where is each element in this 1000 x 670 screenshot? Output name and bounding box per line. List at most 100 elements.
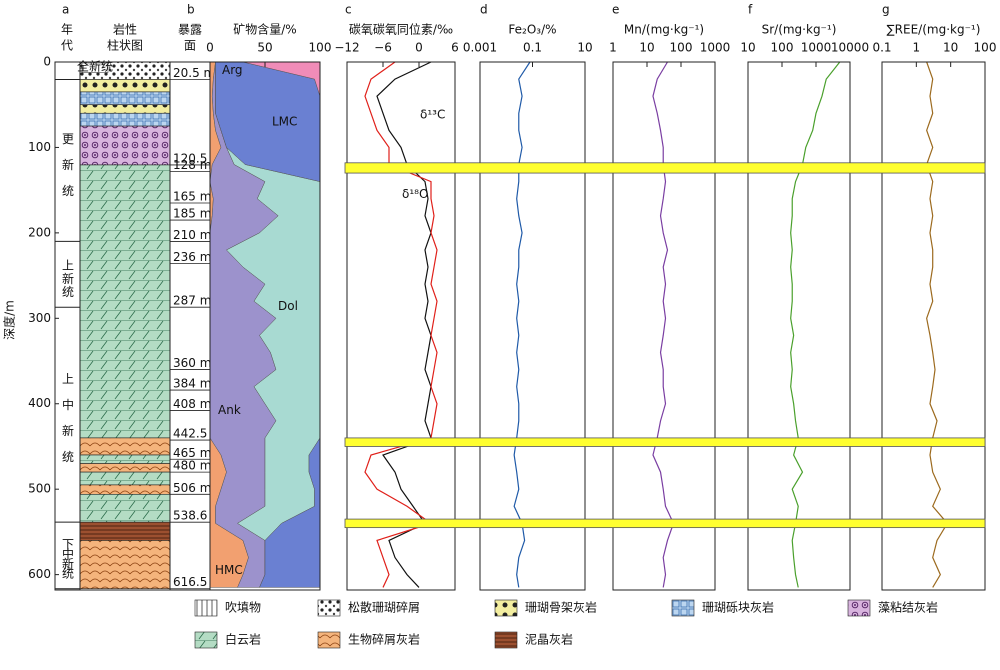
lithology-pattern [79, 91, 171, 106]
x-tick-label: 10 [943, 41, 958, 55]
panel-title: 矿物含量/% [233, 22, 296, 37]
lithology-pattern [79, 471, 171, 486]
x-tick-label: −12 [334, 41, 359, 55]
x-tick-label: 1000 [700, 41, 731, 55]
column-header: 柱状图 [107, 38, 143, 53]
panel-title: 碳氧碳氧同位素/‰ [349, 22, 453, 37]
x-tick-label: 10 [740, 41, 755, 55]
highlight-band [344, 162, 986, 174]
profile-line [790, 61, 841, 588]
legend-pattern [194, 631, 218, 649]
legend-label: 松散珊瑚碎屑 [348, 600, 420, 615]
x-tick-label: 0.1 [523, 41, 542, 55]
panel-letter: e [612, 3, 619, 17]
age-label: 上新统 [61, 259, 75, 299]
panel-frame [747, 61, 851, 591]
panel-title: Mn/(mg·kg⁻¹) [624, 23, 704, 37]
exposure-label: 20.5 m [173, 66, 215, 80]
panel-letter: c [345, 3, 352, 17]
panel-frame [881, 61, 986, 591]
mineral-label: HMC [215, 563, 243, 577]
lithology-pattern [79, 454, 171, 464]
depth-tick-label: 300 [28, 311, 51, 325]
x-tick-label: 1 [609, 41, 617, 55]
x-tick-label: 10000 [831, 41, 869, 55]
age-label: 更新统 [61, 132, 75, 210]
column-header: 暴露 [178, 23, 202, 37]
panel-letter: f [748, 3, 753, 17]
mineral-label: Dol [278, 299, 298, 313]
lithology-pattern [79, 463, 171, 473]
depth-tick-label: 100 [28, 140, 51, 154]
depth-tick-label: 0 [43, 55, 51, 69]
lithology-pattern [79, 540, 171, 590]
series-label: δ¹³C [420, 107, 445, 121]
x-tick-label: −6 [374, 41, 392, 55]
panel-frame [346, 61, 456, 591]
lithology-pattern [79, 125, 171, 166]
legend-label: 藻粘结灰岩 [878, 600, 938, 615]
panel-title: ∑REE/(mg·kg⁻¹) [887, 23, 981, 37]
lithology-pattern [79, 79, 171, 93]
panel-frame [209, 61, 321, 591]
x-tick-label: 50 [257, 41, 272, 55]
column-header: 岩性 [113, 22, 137, 37]
x-tick-label: 100 [309, 41, 332, 55]
exposure-label: 165 m [173, 189, 211, 203]
series-label: δ¹⁸O [402, 187, 428, 201]
legend-label: 吹填物 [225, 601, 261, 615]
panel-title: Sr/(mg·kg⁻¹) [762, 23, 837, 37]
x-tick-label: 0 [415, 41, 423, 55]
column-header: 年 [61, 23, 73, 37]
exposure-label: 480 m [173, 459, 211, 473]
legend-pattern [317, 599, 341, 617]
mineral-label: Ank [218, 403, 241, 417]
x-tick-label: 0.1 [872, 41, 891, 55]
exposure-label: 506 m [173, 481, 211, 495]
panel-frame [612, 61, 716, 591]
x-tick-label: 1000 [801, 41, 832, 55]
legend-label: 泥晶灰岩 [525, 632, 573, 647]
highlight-band [344, 518, 986, 529]
age-label: 下中新统 [61, 538, 75, 578]
x-tick-label: 10 [639, 41, 654, 55]
depth-tick-label: 600 [28, 567, 51, 581]
depth-tick-label: 500 [28, 482, 51, 496]
exposure-label: 210 m [173, 228, 211, 242]
profile-line [926, 61, 949, 588]
exposure-label: 408 m [173, 397, 211, 411]
panel-letter: a [62, 3, 69, 17]
lithology-pattern [79, 494, 171, 523]
panel-title: Fe₂O₃/% [508, 23, 556, 37]
profile-line [513, 61, 531, 588]
exposure-label: 465 m [173, 446, 211, 460]
depth-tick-label: 200 [28, 225, 51, 239]
panel-frame [479, 61, 586, 591]
legend-pattern [194, 599, 218, 617]
highlight-band [344, 437, 986, 447]
exposure-label: 360 m [173, 356, 211, 370]
x-tick-label: 0 [206, 41, 214, 55]
legend-label: 珊瑚骨架灰岩 [525, 600, 597, 615]
legend-label: 白云岩 [225, 632, 261, 647]
age-label: 全新统 [77, 58, 113, 73]
column-header: 面 [184, 39, 196, 53]
age-label-box [81, 62, 109, 73]
x-tick-label: 1 [913, 41, 921, 55]
legend-label: 珊瑚砾块灰岩 [702, 600, 774, 615]
legend-label: 生物碎屑灰岩 [348, 632, 420, 647]
panel-letter: g [882, 3, 890, 17]
panel-letter: b [187, 3, 195, 17]
lithology-pattern [79, 484, 171, 495]
lithology-pattern [79, 104, 171, 114]
column-header: 代 [61, 39, 73, 53]
panel-letter: d [480, 3, 488, 17]
legend-pattern [317, 631, 341, 649]
age-label: 上中新统 [61, 372, 75, 476]
mineral-label: Arg [222, 63, 243, 77]
x-tick-label: 100 [974, 41, 997, 55]
legend-pattern [847, 599, 871, 617]
mineral-label: LMC [272, 114, 297, 128]
lithology-pattern [79, 164, 171, 439]
